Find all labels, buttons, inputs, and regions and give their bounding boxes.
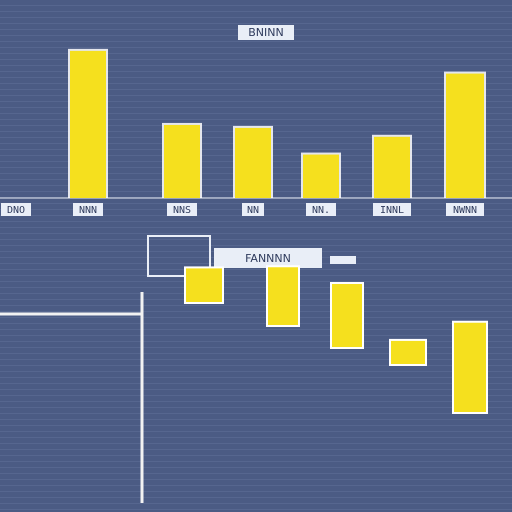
- chart2-bar-0: [186, 268, 222, 302]
- chart1-tick-box-6: [446, 203, 484, 216]
- chart2-bar-3: [391, 340, 425, 364]
- chart1-tick-label-2: NNS: [173, 205, 191, 216]
- chart1-tick-labels: DNO NNN NNS NN NN. INNL NWNN: [1, 203, 484, 216]
- chart2-title-group: FANNNN: [147, 235, 356, 277]
- chart2-bars: [184, 265, 488, 414]
- chart2-title: FANNNN: [245, 252, 291, 265]
- chart2-bar-1: [268, 267, 298, 325]
- chart2-bar-4: [454, 322, 486, 412]
- chart1-bar-6: [446, 73, 484, 198]
- chart2-bar-2: [332, 284, 362, 347]
- chart1-tick-box-2: [167, 203, 197, 216]
- chart1-bar-4: [303, 154, 339, 198]
- chart1-bar-2: [164, 124, 200, 198]
- chart1-title: BNINN: [248, 26, 283, 39]
- chart1-tick-label-4: NN.: [312, 205, 330, 216]
- chart1-tick-box-4: [306, 203, 336, 216]
- chart1-tick-label-0: DNO: [7, 205, 25, 216]
- chart1-bar-5: [374, 136, 410, 198]
- chart1-tick-box-1: [73, 203, 103, 216]
- chart1-title-group: BNINN: [238, 25, 294, 40]
- chart1-bars: [68, 48, 486, 198]
- chart1-tick-box-3: [242, 203, 264, 216]
- chart1-tick-label-3: NN: [247, 205, 259, 216]
- chart2-tag-box: [330, 256, 356, 264]
- chart1-tick-label-5: INNL: [380, 205, 404, 216]
- chart1-tick-box-5: [373, 203, 411, 216]
- chart1-tick-label-1: NNN: [79, 205, 97, 216]
- chart1-bar-1: [70, 50, 106, 198]
- chart1-tick-box-0: [1, 203, 31, 216]
- chart1-bar-3: [235, 127, 271, 198]
- chart2-title-box: [214, 248, 322, 268]
- chart1-tick-label-6: NWNN: [453, 205, 477, 216]
- chart1-title-box: [238, 25, 294, 40]
- chart2-logo-icon: [147, 235, 211, 277]
